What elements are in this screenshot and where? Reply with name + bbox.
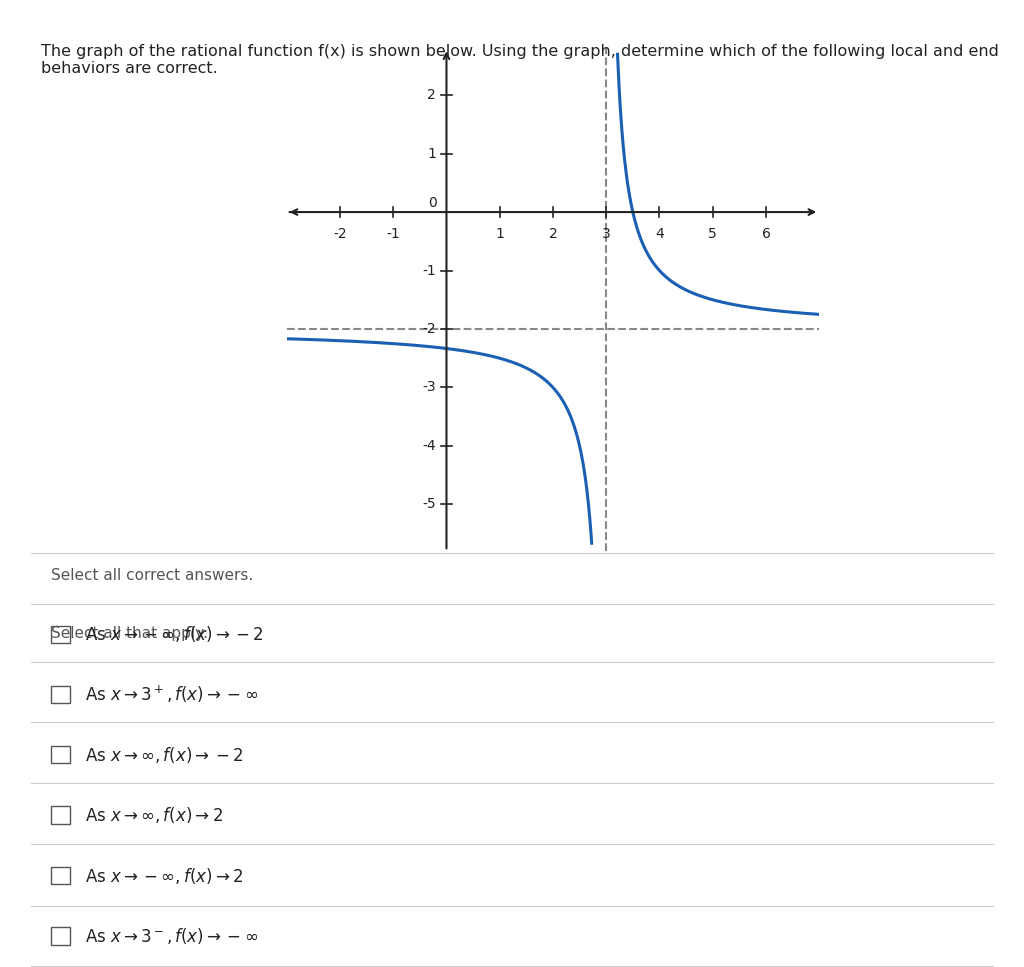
Text: 1: 1 [496, 226, 504, 241]
Text: 2: 2 [427, 88, 436, 103]
Text: 6: 6 [762, 226, 770, 241]
Text: 3: 3 [602, 226, 610, 241]
Text: As $x \rightarrow \infty, f(x) \rightarrow -2$: As $x \rightarrow \infty, f(x) \rightarr… [85, 745, 244, 765]
Text: -3: -3 [422, 380, 436, 395]
Text: The graph of the rational function f(x) is shown below. Using the graph, determi: The graph of the rational function f(x) … [41, 44, 998, 76]
Text: -5: -5 [422, 497, 436, 512]
Text: -4: -4 [422, 439, 436, 453]
Text: -2: -2 [333, 226, 347, 241]
Text: Select all that apply:: Select all that apply: [51, 626, 208, 641]
Text: 0: 0 [428, 196, 437, 210]
Text: 2: 2 [549, 226, 557, 241]
Text: 5: 5 [709, 226, 717, 241]
Text: Select all correct answers.: Select all correct answers. [51, 568, 254, 583]
Text: As $x \rightarrow 3^+, f(x) \rightarrow -\infty$: As $x \rightarrow 3^+, f(x) \rightarrow … [85, 684, 258, 705]
Text: 4: 4 [655, 226, 664, 241]
Text: -2: -2 [422, 322, 436, 336]
Text: 1: 1 [427, 147, 436, 161]
Text: As $x \rightarrow \infty, f(x) \rightarrow 2$: As $x \rightarrow \infty, f(x) \rightarr… [85, 806, 223, 825]
Text: As $x \rightarrow -\infty, f(x) \rightarrow -2$: As $x \rightarrow -\infty, f(x) \rightar… [85, 625, 264, 644]
Text: As $x \rightarrow 3^-, f(x) \rightarrow -\infty$: As $x \rightarrow 3^-, f(x) \rightarrow … [85, 926, 258, 946]
Text: -1: -1 [422, 264, 436, 278]
Text: -1: -1 [386, 226, 400, 241]
Text: As $x \rightarrow -\infty, f(x) \rightarrow 2$: As $x \rightarrow -\infty, f(x) \rightar… [85, 865, 244, 886]
